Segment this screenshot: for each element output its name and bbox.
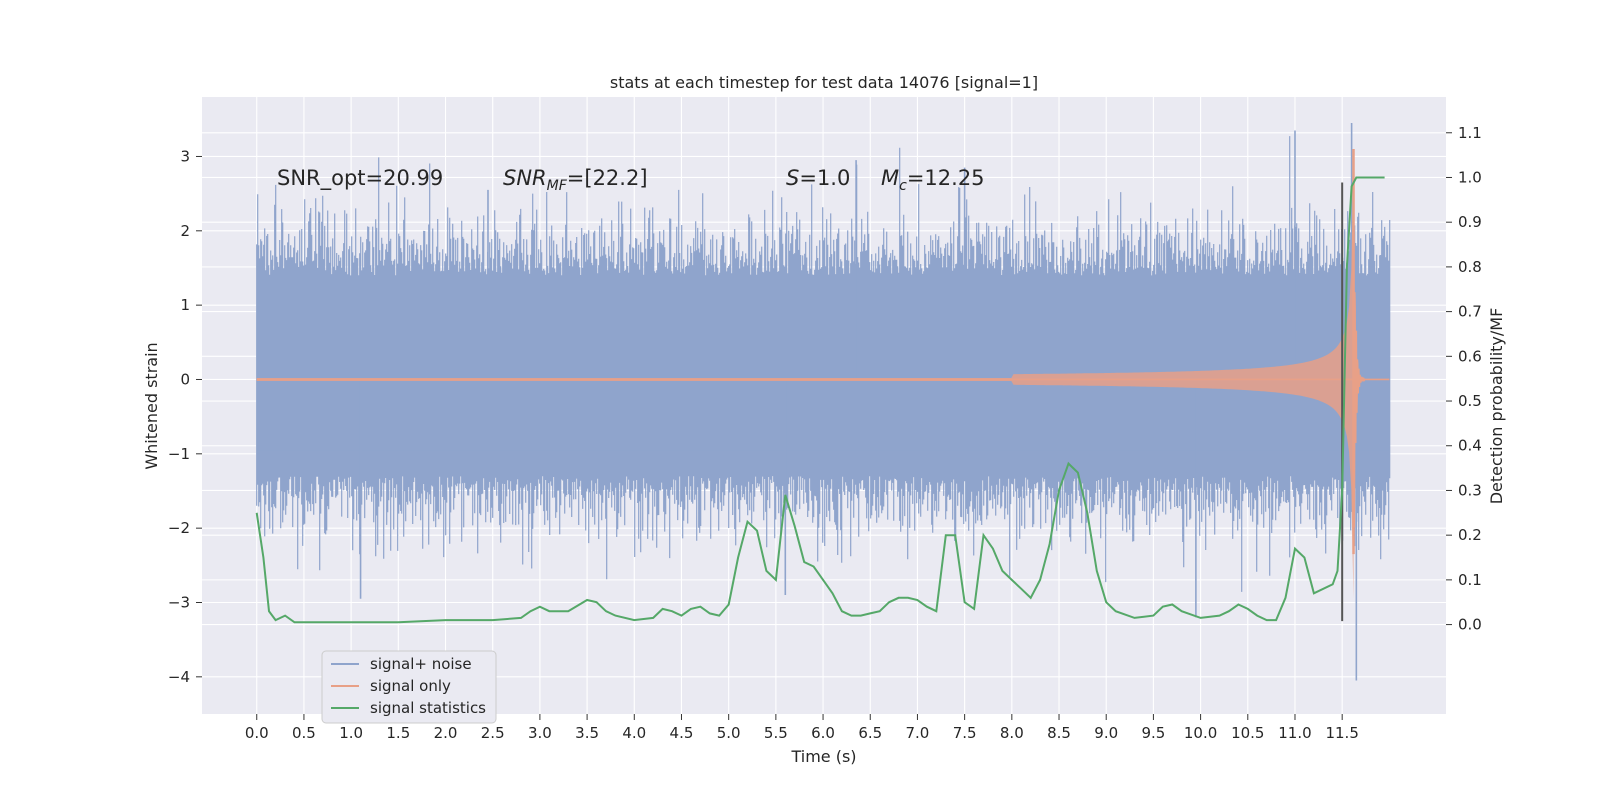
y-right-tick-label: 1.1 — [1458, 124, 1482, 142]
y-right-axis-ticks: 1.1 1.0 0.9 0.8 0.7 0.6 0.5 0.4 0.3 0.2 0.1 0.0 — [1446, 124, 1482, 634]
y-right-tick-label: 1.0 — [1458, 168, 1482, 186]
y-right-tick-label: 0.4 — [1458, 437, 1482, 455]
x-tick-label: 4.0 — [622, 724, 646, 742]
signal-only-series — [256, 149, 1390, 599]
annotation-snr-mf-value: =[22.2] — [567, 166, 648, 190]
y-tick-label: −3 — [168, 593, 190, 611]
chart-title: stats at each timestep for test data 140… — [610, 73, 1038, 92]
x-tick-label: 5.5 — [764, 724, 788, 742]
x-tick-label: 5.0 — [717, 724, 741, 742]
annotation-mc-value: =12.25 — [907, 166, 985, 190]
annotation-s: S=1.0 — [786, 166, 850, 190]
legend-label-stats: signal statistics — [370, 699, 486, 717]
y-axis-label: Whitened strain — [142, 342, 161, 469]
legend: signal+ noise signal only signal statist… — [321, 650, 497, 724]
x-axis-ticks: 0.0 0.5 1.0 1.5 2.0 2.5 3.0 3.5 4.0 4.5 5.0 5.5 6.0 6… — [245, 714, 1359, 742]
x-tick-label: 1.5 — [386, 724, 410, 742]
x-tick-label: 0.5 — [292, 724, 316, 742]
x-tick-label: 9.0 — [1094, 724, 1118, 742]
signal-ringdown — [1352, 160, 1366, 528]
y-right-tick-label: 0.2 — [1458, 526, 1482, 544]
y-right-tick-label: 0.0 — [1458, 616, 1482, 634]
y-tick-label: 2 — [180, 222, 190, 240]
x-tick-label: 8.0 — [1000, 724, 1024, 742]
x-tick-label: 11.0 — [1278, 724, 1311, 742]
y-tick-label: −1 — [168, 445, 190, 463]
annotation-snr-mf: SNRMF=[22.2] — [503, 166, 648, 194]
x-tick-label: 8.5 — [1047, 724, 1071, 742]
y-tick-label: −2 — [168, 519, 190, 537]
y-axis-ticks: 3 2 1 0 −1 −2 −3 −4 — [168, 147, 202, 686]
annotation-snr-opt: SNR_opt=20.99 — [277, 166, 443, 191]
y-right-tick-label: 0.1 — [1458, 571, 1482, 589]
y-right-tick-label: 0.7 — [1458, 303, 1482, 321]
signal-statistics-series — [255, 176, 1385, 624]
annotation-mc-sub: c — [899, 178, 907, 194]
x-tick-label: 0.0 — [245, 724, 269, 742]
annotation-snr-mf-sub: MF — [547, 178, 568, 194]
y-right-axis-label: Detection probability/MF — [1487, 308, 1506, 505]
y-right-tick-label: 0.8 — [1458, 258, 1482, 276]
x-tick-label: 1.0 — [339, 724, 363, 742]
y-tick-label: 3 — [180, 147, 190, 165]
x-tick-label: 10.5 — [1231, 724, 1264, 742]
x-tick-label: 9.5 — [1141, 724, 1165, 742]
annotation-mc: Mc=12.25 — [881, 166, 985, 194]
y-tick-label: −4 — [168, 668, 190, 686]
y-right-tick-label: 0.5 — [1458, 392, 1482, 410]
x-tick-label: 10.0 — [1184, 724, 1217, 742]
y-tick-label: 1 — [180, 296, 190, 314]
y-right-tick-label: 0.6 — [1458, 347, 1482, 365]
x-tick-label: 2.0 — [434, 724, 458, 742]
y-right-tick-label: 0.9 — [1458, 213, 1482, 231]
x-tick-label: 3.0 — [528, 724, 552, 742]
x-tick-label: 4.5 — [670, 724, 694, 742]
x-tick-label: 6.5 — [858, 724, 882, 742]
annotation-s-value: =1.0 — [799, 166, 850, 190]
annotation-snr-mf-base: SNR — [503, 166, 547, 190]
y-right-tick-label: 0.3 — [1458, 481, 1482, 499]
x-tick-label: 7.5 — [953, 724, 977, 742]
x-tick-label: 7.0 — [906, 724, 930, 742]
y-tick-label: 0 — [180, 370, 190, 388]
x-tick-label: 6.0 — [811, 724, 835, 742]
annotation-s-var: S — [786, 166, 799, 190]
stats-line — [255, 176, 1385, 624]
legend-label-signal: signal only — [370, 677, 451, 695]
annotation-mc-base: M — [881, 166, 899, 190]
x-tick-label: 3.5 — [575, 724, 599, 742]
x-tick-label: 2.5 — [481, 724, 505, 742]
x-tick-label: 11.5 — [1325, 724, 1358, 742]
legend-box — [321, 650, 497, 724]
x-axis-label: Time (s) — [790, 747, 856, 766]
legend-label-noise: signal+ noise — [370, 655, 472, 673]
